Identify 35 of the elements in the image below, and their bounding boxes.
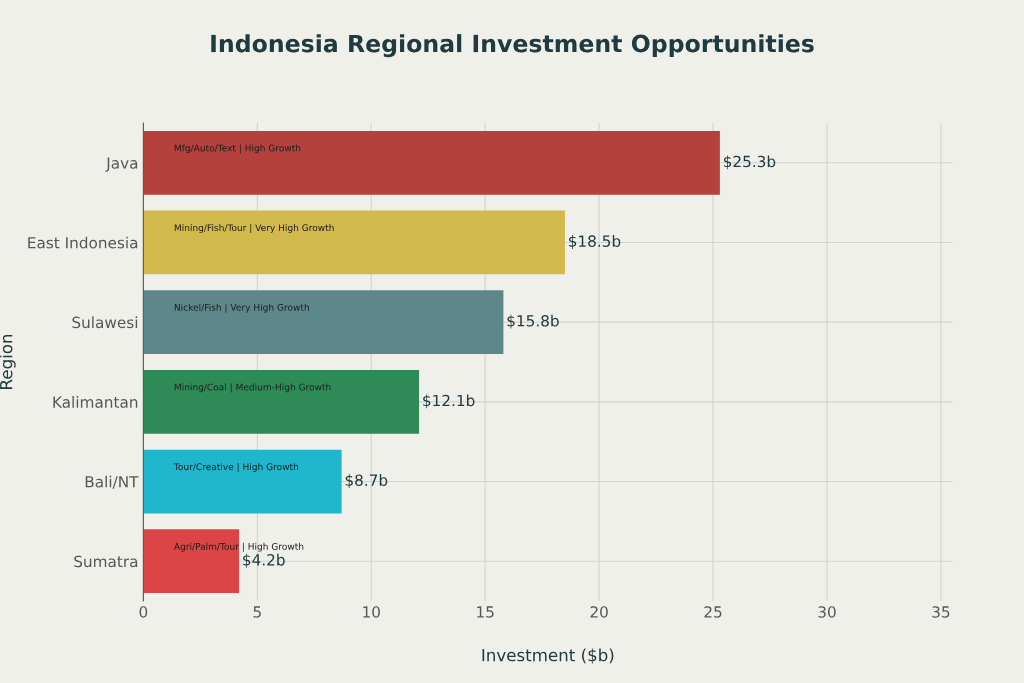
data-label: $8.7b [345,474,388,488]
bar [143,369,420,434]
annotation: Tour/Creative | High Growth [173,463,299,473]
x-tick-label: 10 [363,606,380,618]
annotation: Mfg/Auto/Text | High Growth [174,144,301,154]
data-label: $25.3b [723,155,776,170]
y-tick-label: Java [105,157,138,172]
bar [143,210,565,275]
y-tick-label: Sumatra [74,555,138,568]
y-tick-label: East Indonesia [28,236,138,249]
x-tick-label: 15 [477,606,494,618]
annotation: Mining/Fish/Tour | Very High Growth [174,224,334,234]
bar [143,529,240,594]
x-axis-title: Investment ($b) [482,648,614,664]
data-label: $4.2b [243,553,285,568]
x-tick-label: 35 [932,606,950,618]
annotation: Nickel/Fish | Very High Growth [174,303,309,313]
x-tick-label: 30 [818,606,836,618]
data-label: $12.1b [423,394,475,409]
x-tick-label: 5 [253,606,261,618]
bar [143,290,504,355]
y-tick-label: Bali/NT [85,475,139,489]
y-tick-label: Sulawesi [72,316,138,329]
annotation: Mining/Coal | Medium-High Growth [174,383,331,393]
annotation: Agri/Palm/Tour | High Growth [173,542,304,552]
y-tick-label: Kalimantan [53,396,138,408]
y-axis-title: Region [0,334,16,389]
data-label: $15.8b [507,314,559,329]
data-label: $18.5b [568,235,621,249]
bar [143,130,720,195]
x-tick-label: 0 [139,606,148,618]
chart-title: Indonesia Regional Investment Opportunities [211,34,814,58]
x-tick-label: 25 [704,606,722,618]
bar [143,449,342,514]
x-tick-label: 20 [590,606,608,618]
